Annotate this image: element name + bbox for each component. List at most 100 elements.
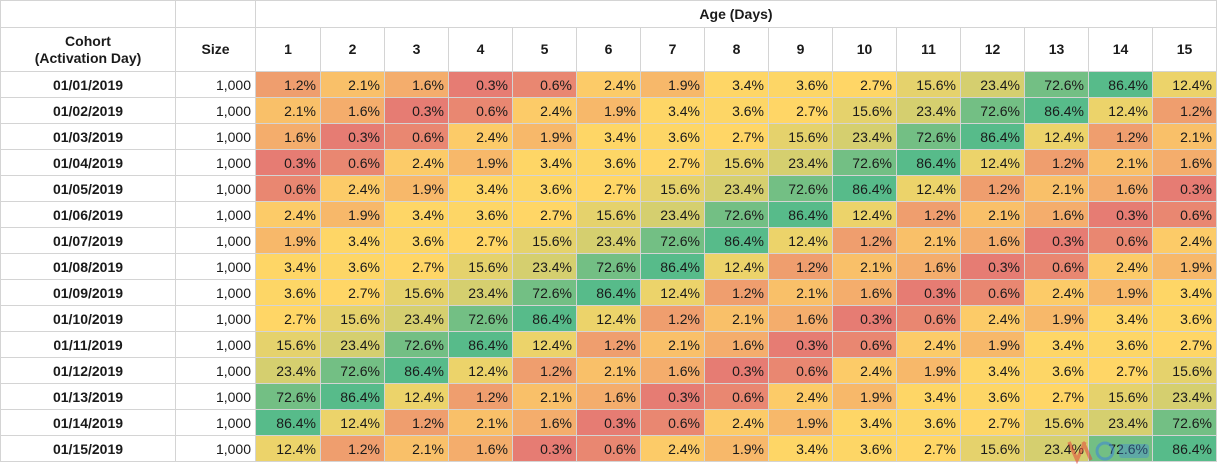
retention-value-cell[interactable]: 3.4% (640, 97, 705, 124)
retention-value-cell[interactable]: 0.3% (1024, 227, 1089, 254)
cohort-size-cell[interactable]: 1,000 (175, 331, 256, 358)
retention-value-cell[interactable]: 2.7% (832, 71, 897, 98)
retention-value-cell[interactable]: 12.4% (1088, 97, 1153, 124)
retention-value-cell[interactable]: 0.3% (704, 357, 769, 384)
retention-value-cell[interactable]: 72.6% (704, 201, 769, 228)
retention-value-cell[interactable]: 3.4% (832, 409, 897, 436)
retention-value-cell[interactable]: 3.4% (768, 435, 833, 462)
cohort-label-cell[interactable]: 01/11/2019 (0, 331, 176, 358)
retention-value-cell[interactable]: 3.4% (320, 227, 385, 254)
retention-value-cell[interactable]: 2.1% (832, 253, 897, 280)
retention-value-cell[interactable]: 0.6% (320, 149, 385, 176)
retention-value-cell[interactable]: 3.6% (704, 97, 769, 124)
retention-value-cell[interactable]: 0.3% (255, 149, 321, 176)
retention-value-cell[interactable]: 1.2% (512, 357, 577, 384)
retention-value-cell[interactable]: 1.2% (704, 279, 769, 306)
cohort-size-cell[interactable]: 1,000 (175, 305, 256, 332)
retention-value-cell[interactable]: 2.1% (768, 279, 833, 306)
retention-value-cell[interactable]: 3.4% (255, 253, 321, 280)
cohort-label-cell[interactable]: 01/12/2019 (0, 357, 176, 384)
retention-value-cell[interactable]: 2.1% (448, 409, 513, 436)
retention-value-cell[interactable]: 0.3% (576, 409, 641, 436)
retention-value-cell[interactable]: 1.2% (1088, 123, 1153, 150)
cohort-size-cell[interactable]: 1,000 (175, 149, 256, 176)
cohort-label-cell[interactable]: 01/05/2019 (0, 175, 176, 202)
retention-value-cell[interactable]: 3.6% (512, 175, 577, 202)
retention-value-cell[interactable]: 2.4% (512, 97, 577, 124)
retention-value-cell[interactable]: 1.6% (448, 435, 513, 462)
retention-value-cell[interactable]: 0.6% (896, 305, 961, 332)
retention-value-cell[interactable]: 2.1% (1088, 149, 1153, 176)
corner-cell-top-size[interactable] (175, 0, 256, 28)
retention-value-cell[interactable]: 1.6% (1152, 149, 1217, 176)
retention-value-cell[interactable]: 1.9% (576, 97, 641, 124)
retention-value-cell[interactable]: 15.6% (1152, 357, 1217, 384)
retention-value-cell[interactable]: 2.1% (960, 201, 1025, 228)
retention-value-cell[interactable]: 12.4% (448, 357, 513, 384)
retention-value-cell[interactable]: 0.3% (320, 123, 385, 150)
retention-value-cell[interactable]: 72.6% (960, 97, 1025, 124)
retention-value-cell[interactable]: 12.4% (576, 305, 641, 332)
retention-value-cell[interactable]: 0.6% (640, 409, 705, 436)
cohort-label-cell[interactable]: 01/03/2019 (0, 123, 176, 150)
retention-value-cell[interactable]: 2.7% (960, 409, 1025, 436)
retention-value-cell[interactable]: 15.6% (576, 201, 641, 228)
retention-value-cell[interactable]: 0.6% (768, 357, 833, 384)
retention-value-cell[interactable]: 0.3% (768, 331, 833, 358)
cohort-size-cell[interactable]: 1,000 (175, 357, 256, 384)
retention-value-cell[interactable]: 12.4% (704, 253, 769, 280)
retention-value-cell[interactable]: 72.6% (640, 227, 705, 254)
retention-value-cell[interactable]: 3.4% (384, 201, 449, 228)
retention-value-cell[interactable]: 0.6% (704, 383, 769, 410)
retention-value-cell[interactable]: 0.3% (1152, 175, 1217, 202)
retention-value-cell[interactable]: 0.6% (255, 175, 321, 202)
retention-value-cell[interactable]: 86.4% (512, 305, 577, 332)
retention-value-cell[interactable]: 15.6% (768, 123, 833, 150)
cohort-size-cell[interactable]: 1,000 (175, 175, 256, 202)
retention-value-cell[interactable]: 23.4% (384, 305, 449, 332)
retention-value-cell[interactable]: 0.3% (1088, 201, 1153, 228)
retention-value-cell[interactable]: 23.4% (640, 201, 705, 228)
retention-value-cell[interactable]: 2.4% (768, 383, 833, 410)
retention-value-cell[interactable]: 72.6% (384, 331, 449, 358)
retention-value-cell[interactable]: 3.6% (448, 201, 513, 228)
retention-value-cell[interactable]: 72.6% (896, 123, 961, 150)
cohort-label-cell[interactable]: 01/08/2019 (0, 253, 176, 280)
retention-value-cell[interactable]: 3.6% (1152, 305, 1217, 332)
retention-value-cell[interactable]: 1.2% (960, 175, 1025, 202)
retention-value-cell[interactable]: 72.6% (320, 357, 385, 384)
retention-value-cell[interactable]: 1.2% (320, 435, 385, 462)
retention-value-cell[interactable]: 1.2% (255, 71, 321, 98)
retention-value-cell[interactable]: 3.6% (1024, 357, 1089, 384)
retention-value-cell[interactable]: 1.9% (320, 201, 385, 228)
retention-value-cell[interactable]: 3.6% (320, 253, 385, 280)
retention-value-cell[interactable]: 12.4% (1024, 123, 1089, 150)
retention-value-cell[interactable]: 1.9% (1152, 253, 1217, 280)
cohort-size-cell[interactable]: 1,000 (175, 279, 256, 306)
retention-value-cell[interactable]: 0.3% (896, 279, 961, 306)
retention-value-cell[interactable]: 72.6% (448, 305, 513, 332)
retention-value-cell[interactable]: 1.6% (1088, 175, 1153, 202)
retention-value-cell[interactable]: 2.1% (1152, 123, 1217, 150)
retention-value-cell[interactable]: 0.3% (832, 305, 897, 332)
retention-value-cell[interactable]: 15.6% (640, 175, 705, 202)
retention-value-cell[interactable]: 1.6% (576, 383, 641, 410)
retention-value-cell[interactable]: 72.6% (576, 253, 641, 280)
retention-value-cell[interactable]: 2.7% (640, 149, 705, 176)
retention-value-cell[interactable]: 12.4% (896, 175, 961, 202)
retention-value-cell[interactable]: 86.4% (1088, 71, 1153, 98)
retention-value-cell[interactable]: 1.9% (896, 357, 961, 384)
retention-value-cell[interactable]: 1.6% (320, 97, 385, 124)
retention-value-cell[interactable]: 2.4% (1152, 227, 1217, 254)
retention-value-cell[interactable]: 3.4% (512, 149, 577, 176)
cohort-label-cell[interactable]: 01/07/2019 (0, 227, 176, 254)
retention-value-cell[interactable]: 3.4% (896, 383, 961, 410)
retention-value-cell[interactable]: 86.4% (255, 409, 321, 436)
retention-value-cell[interactable]: 3.6% (576, 149, 641, 176)
retention-value-cell[interactable]: 1.2% (832, 227, 897, 254)
retention-value-cell[interactable]: 1.2% (576, 331, 641, 358)
retention-value-cell[interactable]: 1.6% (255, 123, 321, 150)
retention-value-cell[interactable]: 72.6% (512, 279, 577, 306)
cohort-label-cell[interactable]: 01/13/2019 (0, 383, 176, 410)
retention-value-cell[interactable]: 1.6% (384, 71, 449, 98)
